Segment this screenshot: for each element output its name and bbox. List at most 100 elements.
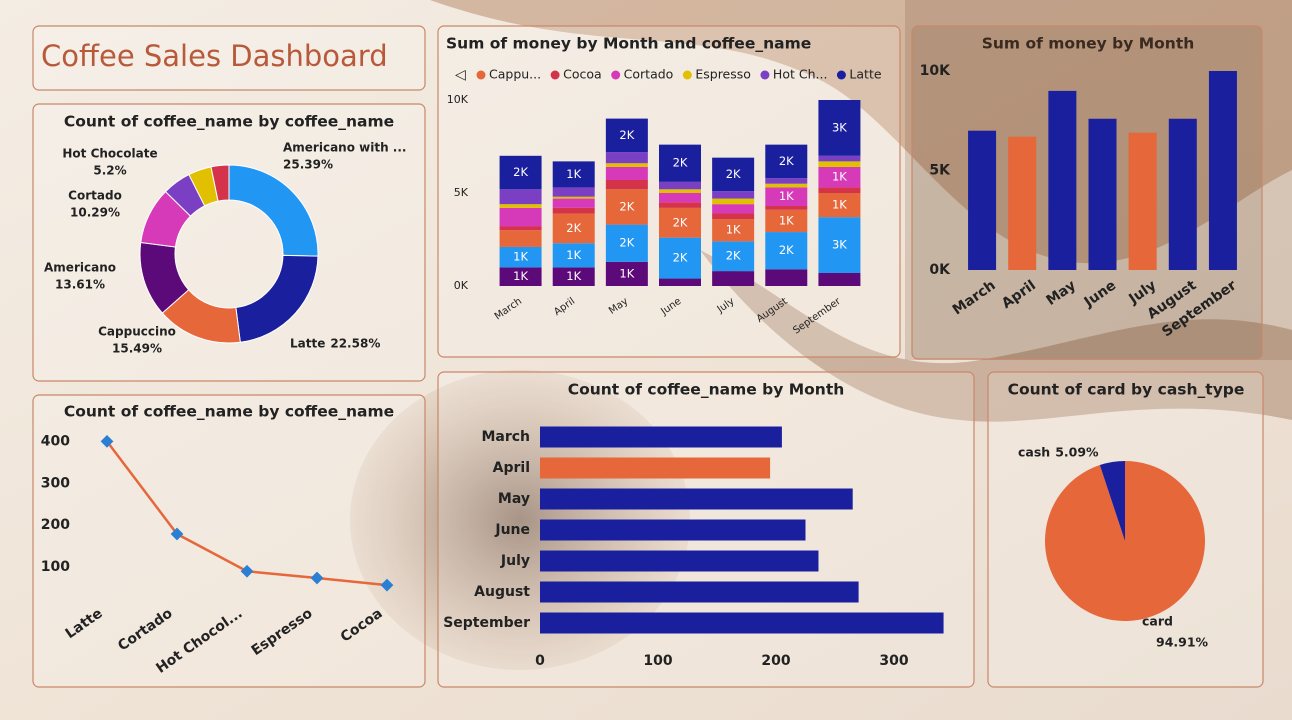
bar-segment	[818, 161, 861, 167]
bar-segment	[765, 178, 808, 184]
bar-value-label: 1K	[779, 189, 794, 203]
slice-value-label: 25.39%	[283, 158, 333, 172]
bar-segment	[712, 191, 755, 199]
y-tick-label: April	[493, 460, 530, 476]
y-tick-label: May	[498, 491, 530, 507]
bar-segment	[712, 241, 755, 272]
y-tick-label: 100	[41, 559, 70, 575]
bar-segment	[818, 155, 861, 162]
bar-segment	[765, 183, 808, 188]
slice-value-label: 10.29%	[70, 206, 120, 220]
bar-segment	[818, 217, 861, 273]
y-tick-label: 0K	[454, 279, 469, 292]
bar-value-label: 2K	[726, 249, 741, 263]
legend-marker	[836, 70, 846, 80]
bar-segment	[552, 198, 595, 208]
legend-label: Latte	[849, 67, 881, 82]
bar-value-label: 2K	[779, 243, 794, 257]
bar-segment	[605, 152, 648, 164]
bar-segment	[818, 166, 861, 188]
bar	[968, 130, 997, 270]
y-tick-label: 400	[41, 433, 70, 449]
slice-label: cash	[1018, 445, 1050, 460]
legend-label: Cocoa	[563, 67, 602, 82]
slice-value-label: 15.49%	[112, 342, 162, 356]
bar	[540, 488, 853, 510]
bar-value-label: 1K	[619, 266, 634, 280]
slice-label: Americano with ...	[283, 141, 406, 155]
bar-segment	[605, 224, 648, 262]
bar-segment	[818, 272, 861, 286]
y-tick-label: September	[443, 615, 530, 631]
bar-segment	[659, 144, 701, 182]
bar-value-label: 2K	[673, 215, 688, 229]
bar-value-label: 1K	[779, 213, 794, 227]
bar-value-label: 1K	[513, 269, 528, 283]
slice-label: Latte	[290, 337, 325, 351]
bar-segment	[659, 181, 701, 190]
title-panel	[32, 25, 426, 91]
slice-value-label: 5.09%	[1055, 445, 1099, 460]
bar-value-label: 1K	[566, 167, 581, 181]
bar-value-label: 2K	[513, 165, 528, 179]
bar-segment	[499, 267, 542, 286]
pie-slice	[1099, 461, 1125, 541]
bar-segment	[765, 232, 808, 270]
bar-value-label: 2K	[726, 167, 741, 181]
bar-value-label: 1K	[566, 269, 581, 283]
bar-value-label: 2K	[619, 236, 634, 250]
bar-segment	[712, 204, 755, 214]
dashboard-title: Coffee Sales Dashboard	[41, 39, 388, 73]
bar-segment	[499, 155, 542, 190]
bar-value-label: 2K	[566, 221, 581, 235]
bar-segment	[765, 269, 808, 286]
legend-label: Espresso	[695, 67, 751, 82]
x-tick-label: 100	[643, 653, 672, 669]
y-tick-label: June	[494, 522, 530, 538]
bar-segment	[818, 100, 861, 156]
bar-value-label: 1K	[566, 248, 581, 262]
chart-title: Sum of money by Month and coffee_name	[446, 35, 811, 53]
bar	[540, 612, 944, 634]
x-tick-label: 200	[761, 653, 790, 669]
splash-decoration	[700, 250, 1292, 422]
legend-marker	[682, 70, 692, 80]
chart-title: Count of coffee_name by Month	[568, 381, 845, 399]
panel	[32, 394, 426, 688]
bar-segment	[765, 209, 808, 233]
bar-segment	[499, 189, 542, 205]
slice-value-label: 5.2%	[93, 164, 126, 178]
bar-segment	[659, 193, 701, 203]
bar-segment	[659, 278, 701, 286]
pie-slice	[1044, 461, 1205, 622]
bar-value-label: 2K	[673, 156, 688, 170]
bar-segment	[712, 219, 755, 242]
chart-title: Sum of money by Month	[982, 35, 1195, 53]
slice-value-label: 13.61%	[55, 278, 105, 292]
bar-segment	[552, 161, 595, 188]
bar-segment	[605, 163, 648, 167]
y-tick-label: 5K	[454, 186, 469, 199]
y-tick-label: 200	[41, 517, 70, 533]
bar-segment	[765, 187, 808, 207]
slice-value-label: 22.58%	[330, 337, 380, 351]
bar-segment	[605, 166, 648, 180]
line-marker	[100, 435, 114, 448]
slice-label: Cappuccino	[98, 325, 176, 339]
panel	[32, 103, 426, 382]
bar-segment	[552, 267, 595, 286]
bar-segment	[765, 206, 808, 210]
x-tick-label: 0	[535, 653, 545, 669]
bar-segment	[499, 230, 542, 247]
bar-value-label: 2K	[673, 251, 688, 265]
legend-scroll-arrow[interactable]: ◁	[455, 67, 466, 83]
bar-segment	[552, 207, 595, 214]
y-tick-label: July	[500, 553, 530, 569]
legend-label: Cortado	[624, 67, 674, 82]
y-tick-label: 5K	[929, 163, 951, 179]
bar-segment	[659, 207, 701, 238]
bar	[540, 550, 819, 572]
y-tick-label: March	[481, 429, 530, 445]
bar	[1168, 118, 1197, 270]
